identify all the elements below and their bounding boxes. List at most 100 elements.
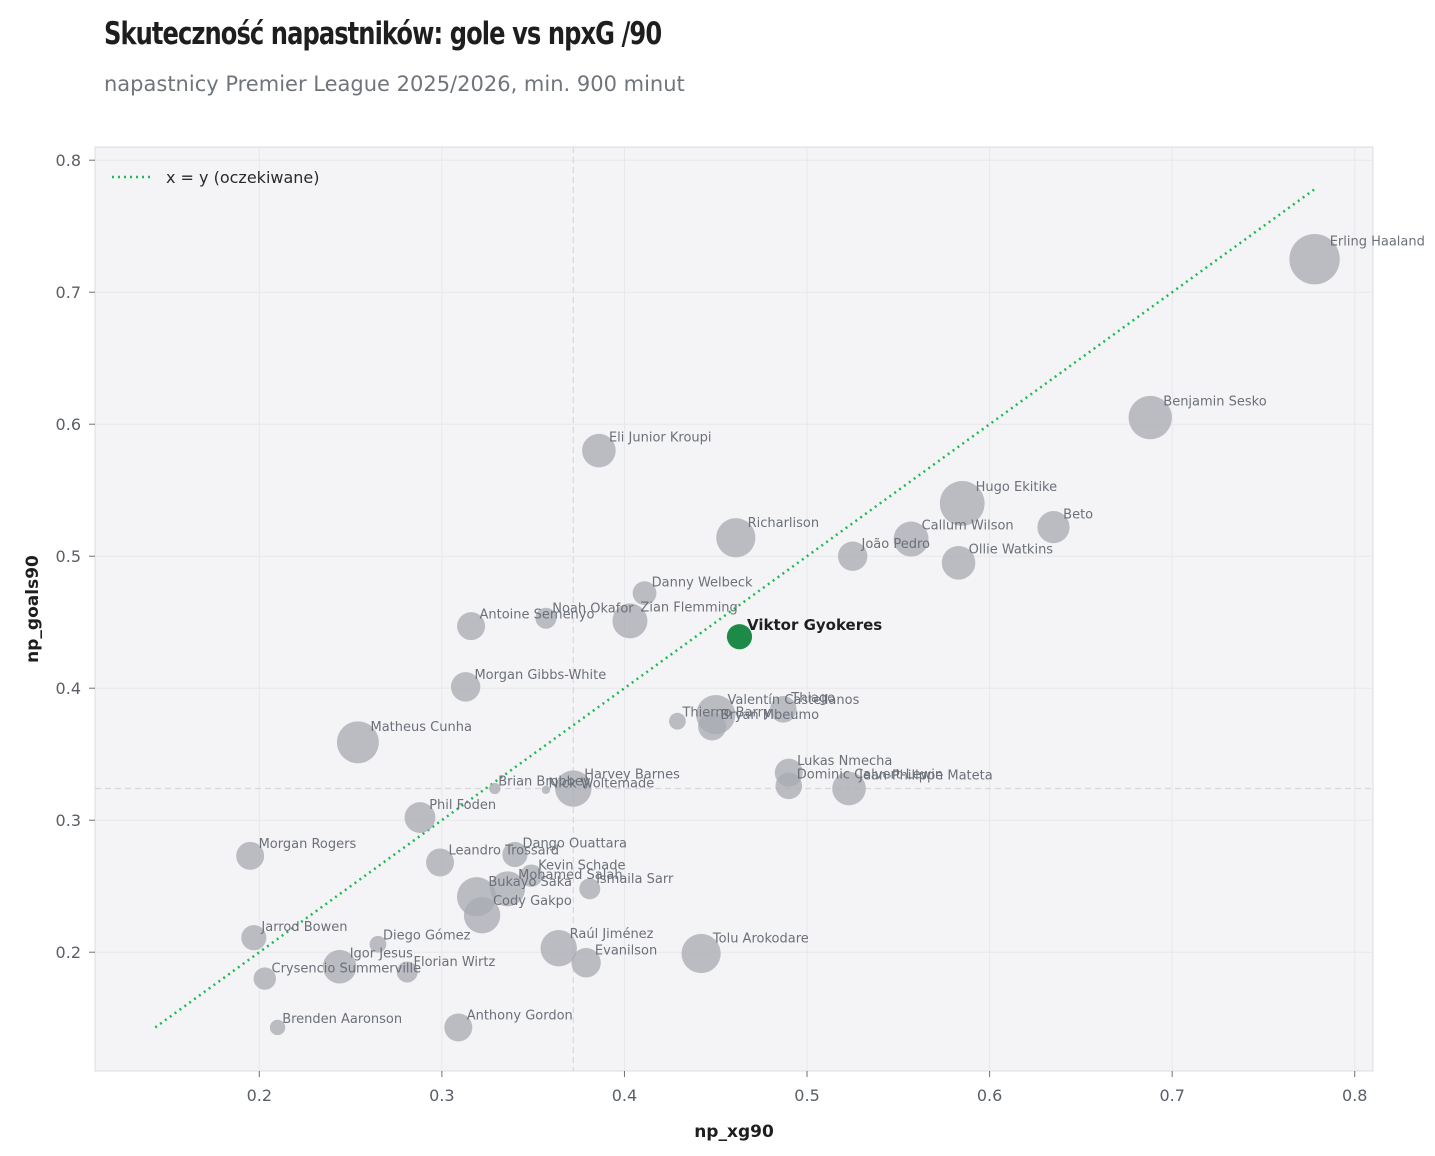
point-label: Callum Wilson [922,518,1014,533]
x-tick-label: 0.3 [429,1086,454,1105]
x-axis-label: np_xg90 [694,1122,774,1142]
x-tick-label: 0.8 [1342,1086,1367,1105]
chart-title: Skuteczność napastników: gole vs npxG /9… [104,16,662,52]
y-tick-label: 0.2 [56,943,81,962]
point-label: Danny Welbeck [652,576,753,591]
point-label: Beto [1063,507,1093,522]
point-label: Benjamin Sesko [1163,395,1266,410]
point-label: Phil Foden [429,798,496,813]
data-point [939,481,985,526]
point-label: Zian Flemming [640,600,737,615]
data-point [681,933,721,974]
data-point [579,878,601,900]
point-label: Morgan Rogers [259,837,357,852]
data-point [450,672,481,702]
x-axis-ticks: 0.2 0.3 0.4 0.5 0.6 0.7 0.8 [247,1071,1367,1105]
point-label: Ismaila Sarr [596,872,674,887]
point-label: Eli Junior Kroupi [609,430,712,445]
data-point [269,1019,286,1036]
data-point [369,935,387,953]
point-label: Leandro Trossard [448,844,559,859]
point-label: Erling Haaland [1330,234,1425,249]
y-tick-label: 0.6 [56,415,81,434]
data-point [336,721,379,764]
point-label: João Pedro [860,537,930,552]
y-tick-label: 0.8 [56,151,81,170]
point-label: Diego Gómez [383,929,471,944]
data-point [404,802,436,833]
data-point [322,949,357,984]
point-label: Tolu Arokodare [712,932,809,947]
point-label: Crysencio Summerville [272,961,422,976]
x-tick-label: 0.5 [794,1086,819,1105]
data-point [716,518,756,558]
point-labels-group: Erling Haaland Benjamin Sesko Hugo Ekitike… [259,234,1425,1027]
data-point [535,607,557,629]
data-point [540,930,577,967]
data-point [893,521,929,557]
data-point [582,433,616,468]
data-point [253,967,276,990]
point-label: Raúl Jiménez [570,927,654,942]
point-label: Dango Ouattara [522,837,626,852]
point-label: Mohamed Salah [518,868,622,883]
point-label: Noah Okafor [552,601,634,616]
point-label: Ollie Watkins [969,543,1054,558]
y-tick-label: 0.7 [56,283,81,302]
reference-line-group [154,188,1316,1029]
point-label: Jean-Philippe Mateta [858,768,993,783]
data-point [632,581,657,606]
data-point [241,925,267,951]
data-point [555,770,592,807]
point-label: Thiago [790,691,835,706]
point-label: Brenden Aaronson [282,1012,402,1027]
data-point [396,961,418,983]
data-point [426,848,455,877]
point-label: Bryan Mbeumo [720,708,819,723]
point-label: Igor Jesus [350,946,413,961]
point-label: Matheus Cunha [371,720,472,735]
x-tick-label: 0.4 [612,1086,637,1105]
data-point [1128,395,1172,440]
y-tick-label: 0.4 [56,679,81,698]
highlight-label: Viktor Gyokeres [747,616,882,634]
legend-label: x = y (oczekiwane) [166,168,320,187]
data-point [444,1013,473,1042]
point-label: Hugo Ekitike [976,480,1057,495]
data-point [541,785,551,795]
data-point [698,712,727,741]
y-axis-label: np_goals90 [23,555,43,663]
point-label: Lukas Nmecha [797,754,892,769]
y-tick-label: 0.5 [56,547,81,566]
point-label: Thierno Barry [681,706,771,721]
point-label: Dominic Calvert-Lewin [797,768,943,783]
data-point [832,771,866,806]
points-group [236,234,1340,1042]
point-label: Anthony Gordon [467,1009,573,1024]
reference-line [154,188,1316,1029]
data-point [941,546,976,580]
data-point [463,897,501,934]
point-label: Morgan Gibbs-White [474,668,606,683]
data-point [489,782,501,795]
point-label: Harvey Barnes [584,768,680,783]
data-point [490,871,526,907]
mean-lines [95,147,1373,1071]
data-point [612,603,648,639]
point-label: Bukayo Saka [488,875,572,890]
data-point [769,696,797,723]
data-point [457,612,486,641]
point-label: Brian Brobbey [498,774,591,789]
point-label: Florian Wirtz [413,955,495,970]
legend: x = y (oczekiwane) [112,168,320,187]
chart-subtitle: napastnicy Premier League 2025/2026, min… [104,72,685,96]
y-tick-label: 0.3 [56,811,81,830]
data-point [520,864,543,887]
x-tick-label: 0.2 [247,1086,272,1105]
data-point [502,841,528,868]
point-label: Nick Woltemade [548,777,654,792]
data-point [236,841,265,870]
point-label: Richarlison [748,516,820,531]
x-tick-label: 0.6 [977,1086,1002,1105]
